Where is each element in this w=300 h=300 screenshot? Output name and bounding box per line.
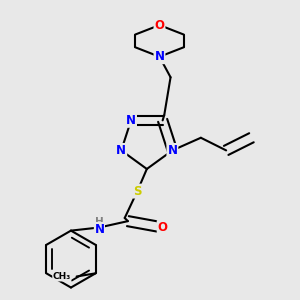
- Text: N: N: [154, 50, 164, 63]
- Text: N: N: [167, 144, 177, 157]
- Text: H: H: [95, 217, 104, 227]
- Text: N: N: [126, 114, 136, 127]
- Text: CH₃: CH₃: [53, 272, 71, 281]
- Text: N: N: [94, 223, 104, 236]
- Text: S: S: [133, 184, 142, 198]
- Text: O: O: [154, 19, 164, 32]
- Text: N: N: [116, 144, 126, 157]
- Text: O: O: [158, 221, 168, 234]
